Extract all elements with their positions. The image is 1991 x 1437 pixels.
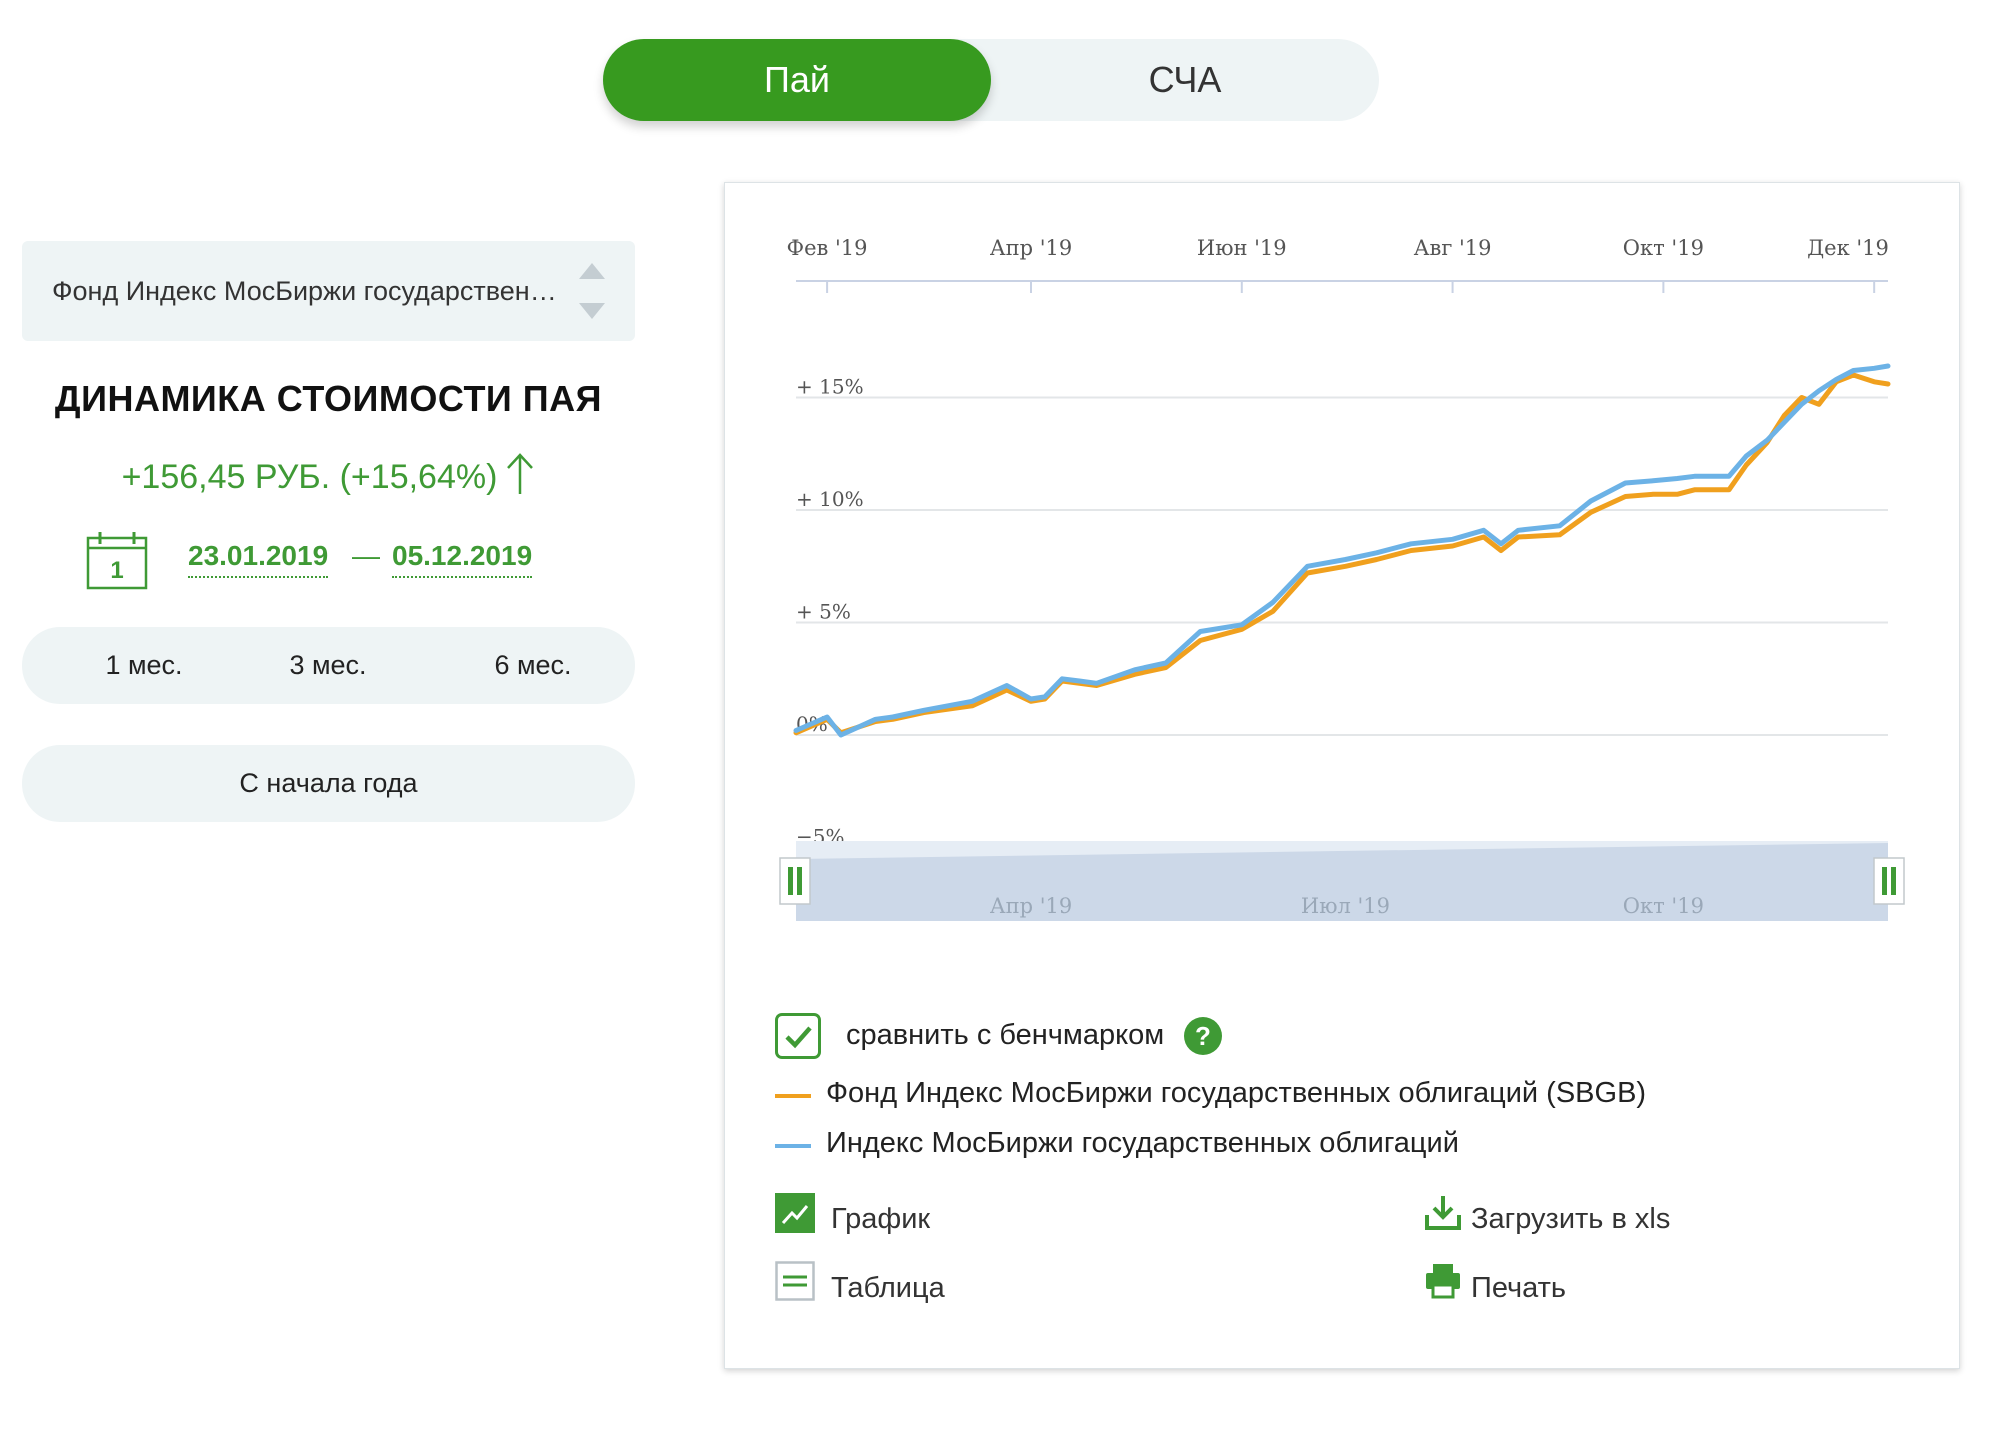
download-xls-link[interactable]: Загрузить в xls	[1471, 1203, 1671, 1235]
view-chart-link[interactable]: График	[831, 1203, 931, 1235]
tab-pai[interactable]: Пай	[603, 39, 991, 121]
fund-select[interactable]: Фонд Индекс МосБиржи государственных обл…	[22, 241, 635, 341]
legend-index[interactable]: Индекс МосБиржи государственных облигаци…	[826, 1127, 1459, 1159]
chevron-up-icon[interactable]	[579, 263, 605, 279]
calendar-icon[interactable]: 1	[86, 530, 150, 592]
navigator-tick-label: Апр '19	[990, 894, 1073, 918]
legend-swatch-fund	[775, 1094, 811, 1098]
legend-swatch-index	[775, 1144, 811, 1148]
period-1m[interactable]: 1 мес.	[105, 650, 183, 680]
view-table-link[interactable]: Таблица	[831, 1272, 945, 1304]
compare-label[interactable]: сравнить с бенчмарком	[846, 1019, 1165, 1051]
period-3m[interactable]: 3 мес.	[289, 650, 367, 680]
view-switch: Пай СЧА	[603, 39, 1379, 121]
legend-fund[interactable]: Фонд Индекс МосБиржи государственных обл…	[826, 1077, 1647, 1109]
select-arrows[interactable]	[579, 263, 605, 321]
series-line-1	[793, 363, 1891, 738]
navigator-tick-label: Июл '19	[1301, 894, 1390, 918]
printer-icon[interactable]	[1423, 1261, 1463, 1301]
date-from[interactable]: 23.01.2019	[188, 540, 329, 578]
help-icon[interactable]: ?	[1184, 1017, 1222, 1055]
chart-view-icon[interactable]	[775, 1193, 815, 1233]
period-6m[interactable]: 6 мес.	[494, 650, 572, 680]
compare-checkbox[interactable]	[775, 1013, 821, 1059]
print-link[interactable]: Печать	[1471, 1272, 1567, 1304]
x-tick-label: Фев '19	[787, 236, 868, 260]
y-tick-label: + 5%	[796, 600, 851, 624]
download-icon[interactable]	[1423, 1193, 1463, 1233]
dynamics-change: +156,45 РУБ. (+15,64%)	[22, 452, 635, 497]
date-to[interactable]: 05.12.2019	[392, 540, 533, 578]
x-tick-label: Апр '19	[990, 236, 1073, 260]
x-tick-label: Авг '19	[1414, 236, 1492, 260]
tab-scha[interactable]: СЧА	[1148, 59, 1222, 100]
handle-grip	[1882, 867, 1887, 895]
dynamics-title: ДИНАМИКА СТОИМОСТИ ПАЯ	[54, 378, 603, 419]
period-ytd[interactable]: С начала года	[22, 745, 635, 822]
calendar-day: 1	[110, 557, 123, 584]
period-selector: 1 мес. 3 мес. 6 мес.	[22, 627, 635, 704]
handle-grip	[788, 867, 793, 895]
y-tick-label: + 15%	[796, 375, 864, 399]
check-icon	[785, 1026, 812, 1049]
chevron-down-icon[interactable]	[579, 303, 605, 319]
x-tick-label: Окт '19	[1623, 236, 1704, 260]
handle-grip	[797, 867, 802, 895]
navigator-handle-right	[1873, 857, 1905, 905]
arrow-up-icon	[507, 453, 534, 494]
table-view-icon[interactable]	[775, 1261, 815, 1301]
fund-select-value: Фонд Индекс МосБиржи государственных обл…	[52, 276, 562, 306]
dynamics-change-text: +156,45 РУБ. (+15,64%)	[121, 458, 498, 496]
handle-grip	[1891, 867, 1896, 895]
x-tick-label: Июн '19	[1197, 236, 1287, 260]
navigator-handle-left	[779, 857, 811, 905]
line-chart: Фев '19 Апр '19 Июн '19 Авг '19 Окт '19 Дек '…	[779, 236, 1905, 921]
date-separator: —	[352, 540, 380, 571]
x-tick-label: Дек '19	[1807, 236, 1889, 260]
navigator-tick-label: Окт '19	[1623, 894, 1704, 918]
navigator-series	[796, 841, 1888, 859]
y-tick-label: + 10%	[796, 487, 864, 511]
chart-card: Фев '19 Апр '19 Июн '19 Авг '19 Окт '19 Дек '…	[724, 182, 1960, 1369]
series-line-0	[793, 372, 1891, 736]
